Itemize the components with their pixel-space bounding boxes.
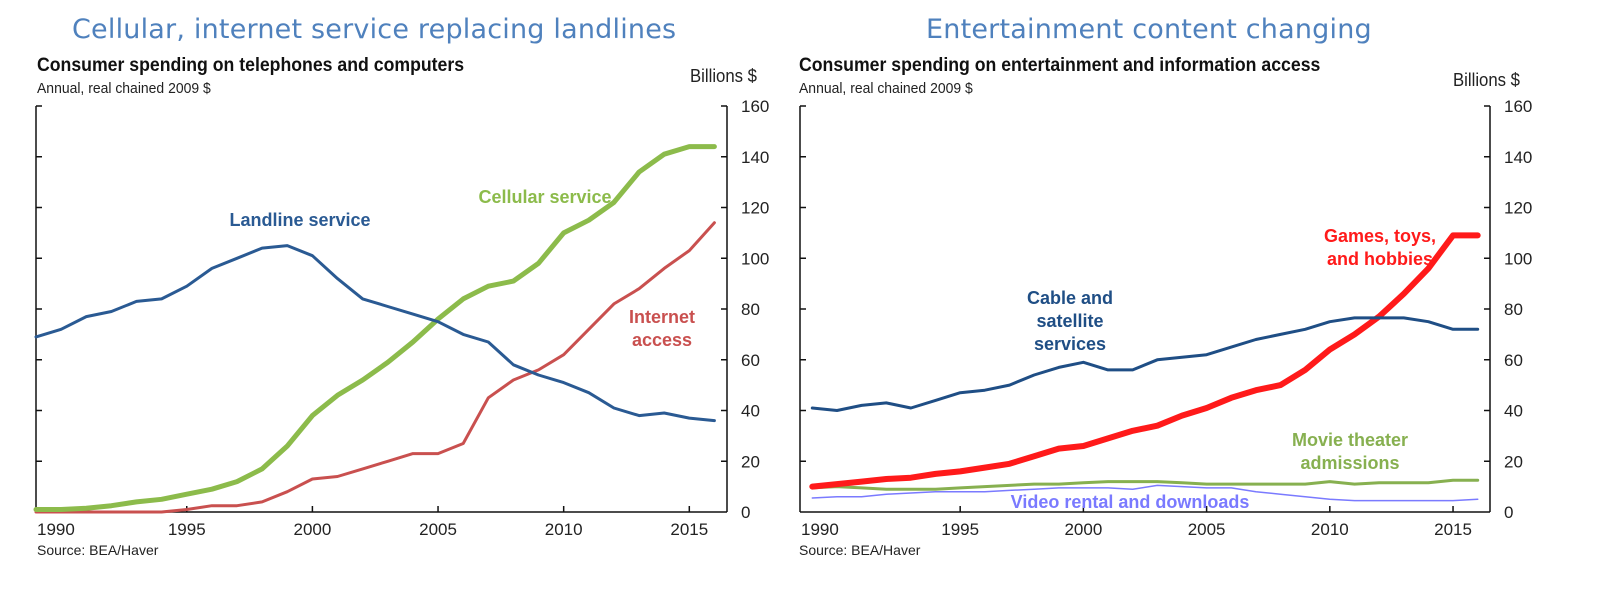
x-tick-label: 2015: [670, 520, 708, 539]
y-tick-label: 80: [1504, 300, 1523, 319]
x-tick-label: 1995: [168, 520, 206, 539]
chart-panel-entertainment: Entertainment content changing Consumer …: [790, 0, 1600, 596]
series-line-movie-theater-admissions: [810, 478, 1480, 491]
y-tick-label: 160: [741, 97, 769, 116]
y-axis-label: Billions $: [1453, 70, 1521, 90]
series-label-landline-service: Landline service: [229, 210, 370, 230]
y-tick-label: 80: [741, 300, 760, 319]
line-chart-telephones: 0 20 40 60 80 100 120 140 160 1990 1995 2000 2005 201…: [33, 97, 769, 539]
series-label-internet-access: Internet access: [629, 307, 695, 350]
chart-subtitle: Annual, real chained 2009 $: [37, 80, 211, 97]
series-label-movie-theater-admissions: Movie theater admissions: [1292, 430, 1408, 473]
x-tick-label: 2010: [545, 520, 583, 539]
y-tick-label: 0: [741, 503, 750, 522]
y-tick-label: 0: [1504, 503, 1513, 522]
chart-source: Source: BEA/Haver: [799, 542, 921, 558]
chart-source: Source: BEA/Haver: [37, 542, 159, 558]
y-tick-label: 20: [741, 452, 760, 471]
series-line-video-rental-and-downloads: [811, 484, 1479, 502]
x-tick-label: 2010: [1311, 520, 1349, 539]
line-chart-entertainment: 0 20 40 60 80 100 120 140 160 1990 1995 2000 2005 201…: [799, 97, 1532, 539]
series-label-line: satellite: [1036, 311, 1103, 331]
chart-subtitle: Annual, real chained 2009 $: [799, 80, 973, 97]
series-label-line: Cable and: [1027, 288, 1113, 308]
series-line-cable-and-satellite-services: [810, 316, 1480, 412]
chart-headline: Entertainment content changing: [926, 14, 1372, 45]
y-tick-label: 140: [741, 148, 769, 167]
x-tick-label: 1995: [941, 520, 979, 539]
series-label-line: Games, toys,: [1324, 226, 1436, 246]
x-tick-label: 2005: [419, 520, 457, 539]
chart-title: Consumer spending on entertainment and i…: [799, 55, 1321, 76]
series-line-landline-service: [34, 244, 716, 423]
x-tick-label: 1990: [37, 520, 75, 539]
series-label-line: Cellular service: [478, 187, 611, 207]
axes: 0 20 40 60 80 100 120 140 160 1990 1995 2000 2005 201…: [35, 97, 769, 539]
series-label-games-toys-and-hobbies: Games, toys, and hobbies: [1324, 226, 1436, 269]
y-tick-label: 60: [1504, 351, 1523, 370]
series-label-cable-and-satellite-services: Cable and satellite services: [1027, 288, 1113, 354]
x-tick-label: 2000: [293, 520, 331, 539]
y-tick-label: 120: [1504, 199, 1532, 218]
y-tick-label: 20: [1504, 452, 1523, 471]
series-label-line: access: [632, 330, 692, 350]
y-tick-label: 160: [1504, 97, 1532, 116]
series-line-internet-access: [34, 221, 716, 514]
chart-headline: Cellular, internet service replacing lan…: [72, 14, 677, 45]
y-tick-label: 60: [741, 351, 760, 370]
chart-title: Consumer spending on telephones and comp…: [37, 55, 465, 76]
x-tick-label: 2015: [1434, 520, 1472, 539]
x-tick-label: 2005: [1188, 520, 1226, 539]
series-line-cellular-service: [33, 144, 717, 512]
x-tick-label: 1990: [801, 520, 839, 539]
axes: 0 20 40 60 80 100 120 140 160 1990 1995 2000 2005 201…: [799, 97, 1532, 539]
series-label-cellular-service: Cellular service: [478, 187, 611, 207]
y-tick-label: 120: [741, 199, 769, 218]
series-label-line: Movie theater: [1292, 430, 1408, 450]
series-label-line: Internet: [629, 307, 695, 327]
y-axis-label: Billions $: [690, 66, 758, 86]
series-label-line: admissions: [1300, 453, 1399, 473]
series-line-games-toys-and-hobbies: [809, 232, 1481, 490]
y-tick-label: 40: [741, 402, 760, 421]
y-tick-label: 140: [1504, 148, 1532, 167]
chart-panel-telephones: Cellular, internet service replacing lan…: [0, 0, 790, 596]
x-tick-label: 2000: [1064, 520, 1102, 539]
series-label-line: Video rental and downloads: [1011, 492, 1250, 512]
series-label-video-rental-and-downloads: Video rental and downloads: [1011, 492, 1250, 512]
y-tick-label: 100: [741, 249, 769, 268]
series-label-line: Landline service: [229, 210, 370, 230]
series-label-line: services: [1034, 334, 1106, 354]
series-label-line: and hobbies: [1327, 249, 1433, 269]
y-tick-label: 100: [1504, 249, 1532, 268]
y-tick-label: 40: [1504, 402, 1523, 421]
